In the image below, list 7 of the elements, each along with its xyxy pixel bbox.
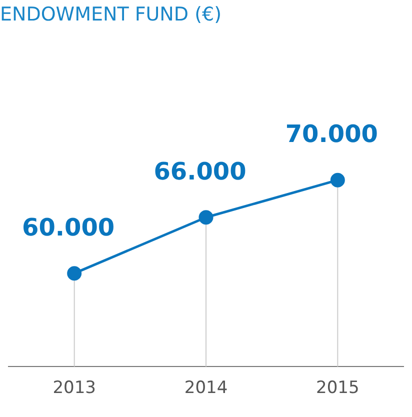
- data-label: 60.000: [22, 213, 115, 242]
- data-label: 70.000: [285, 120, 378, 148]
- chart-title: ENDOWMENT FUND (€): [0, 3, 222, 26]
- x-tick-label: 2014: [184, 378, 228, 398]
- data-label: 66.000: [154, 157, 246, 186]
- x-tick-label: 2015: [316, 378, 360, 398]
- x-tick-label: 2013: [52, 378, 96, 398]
